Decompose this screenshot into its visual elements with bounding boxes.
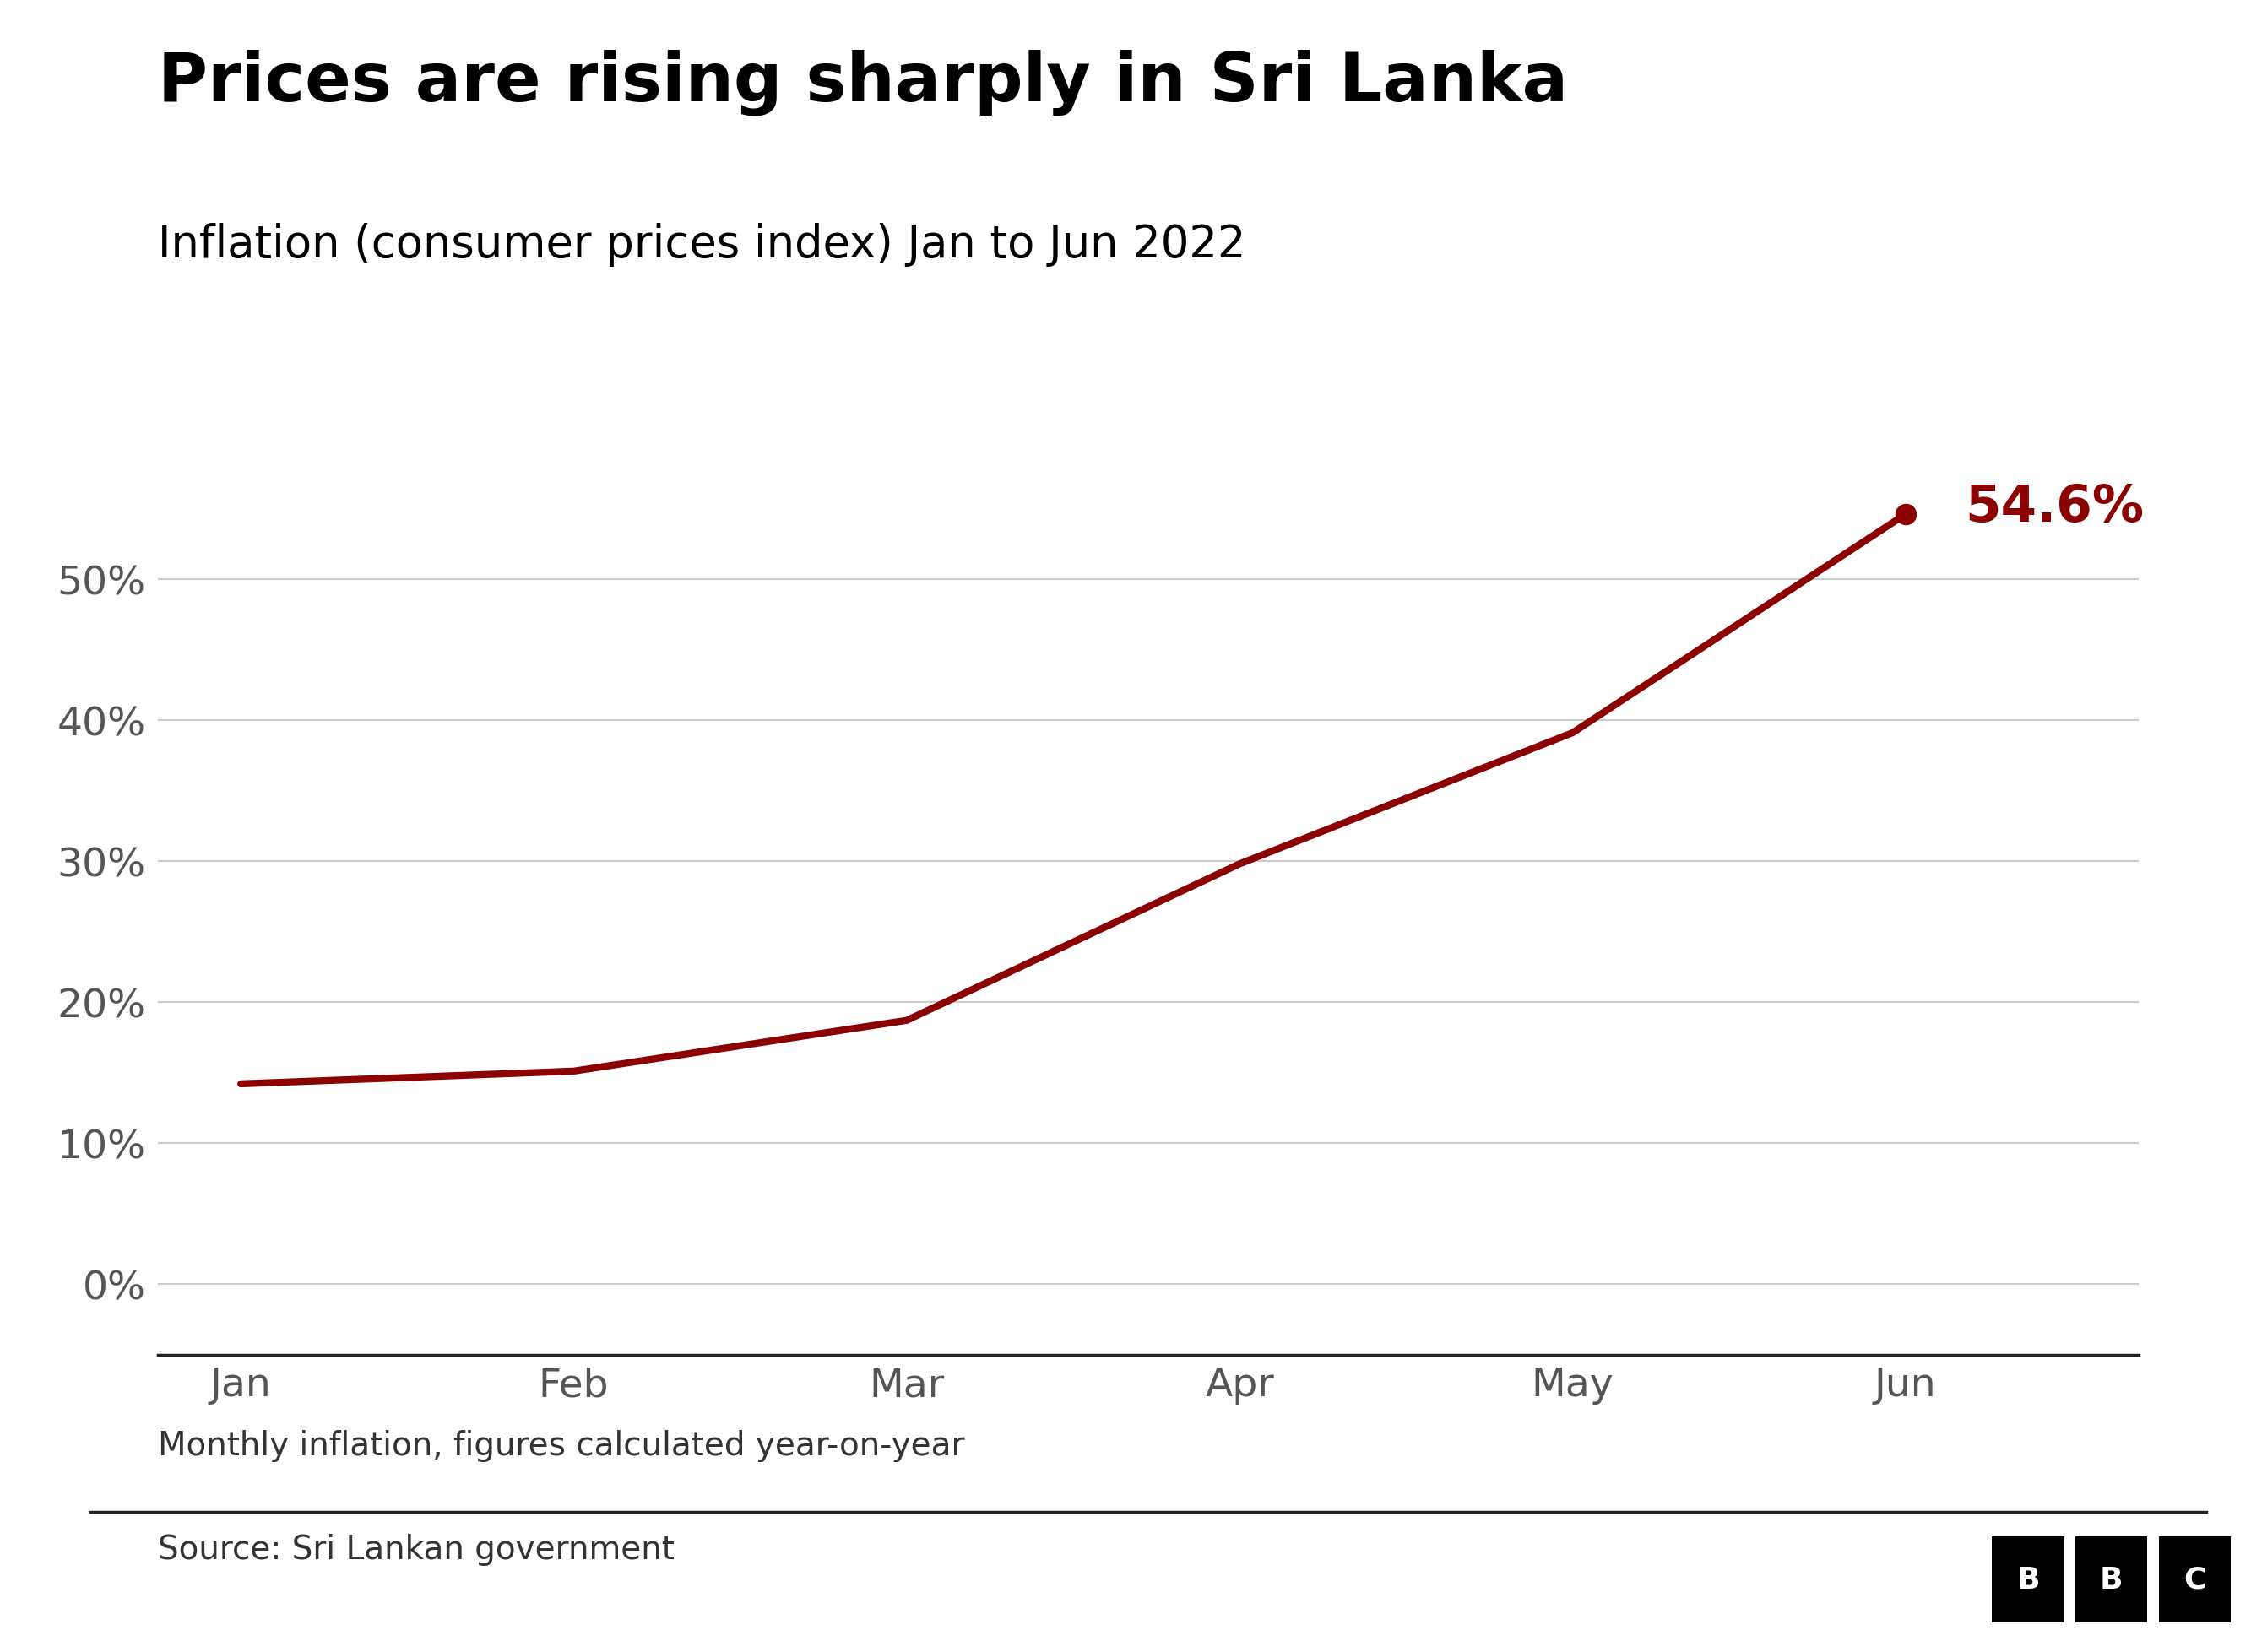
Text: C: C bbox=[2183, 1564, 2206, 1594]
Text: B: B bbox=[2017, 1564, 2039, 1594]
Text: Prices are rising sharply in Sri Lanka: Prices are rising sharply in Sri Lanka bbox=[158, 50, 1567, 116]
Text: 54.6%: 54.6% bbox=[1965, 482, 2145, 532]
Text: B: B bbox=[2100, 1564, 2123, 1594]
Text: Monthly inflation, figures calculated year-on-year: Monthly inflation, figures calculated ye… bbox=[158, 1429, 963, 1460]
Text: Source: Sri Lankan government: Source: Sri Lankan government bbox=[158, 1533, 675, 1564]
Text: Inflation (consumer prices index) Jan to Jun 2022: Inflation (consumer prices index) Jan to… bbox=[158, 223, 1245, 268]
Point bbox=[1886, 502, 1922, 529]
